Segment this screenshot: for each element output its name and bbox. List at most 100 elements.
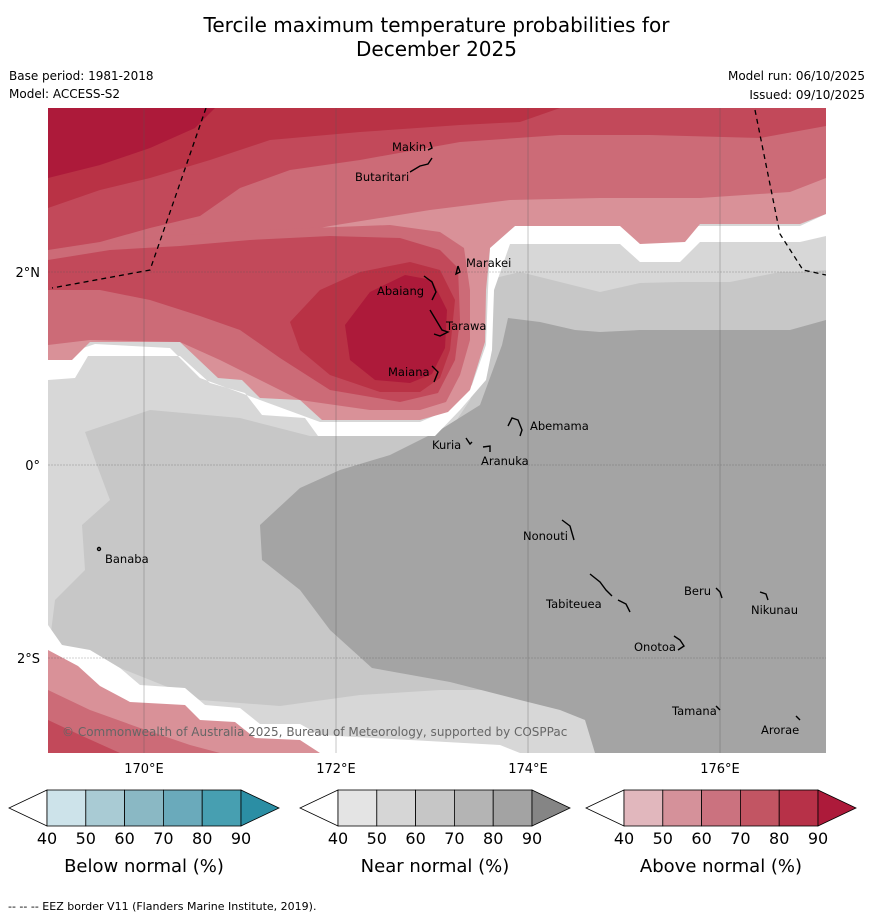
label-butaritari: Butaritari — [355, 170, 409, 184]
island-aranuka-shape — [482, 445, 491, 452]
colorbar-max-arrow — [531, 789, 571, 827]
colorbar-min-arrow — [8, 789, 48, 827]
label-banaba: Banaba — [105, 552, 149, 566]
title-line-1: Tercile maximum temperature probabilitie… — [203, 13, 670, 37]
axis-labels: 170°E 172°E 174°E 176°E 2°N 0° 2°S — [16, 266, 740, 777]
colorbar-segment — [623, 789, 664, 827]
colorbar-tick-label: 80 — [192, 829, 212, 848]
model-run: Model run: 06/10/2025 — [727, 69, 865, 83]
label-tabiteuea: Tabiteuea — [545, 597, 602, 611]
colorbar-segment — [201, 789, 242, 827]
colorbar-segment — [85, 789, 126, 827]
colorbar-segment — [453, 789, 494, 827]
label-abemama: Abemama — [530, 419, 589, 433]
island-makin-shape — [427, 141, 433, 151]
colorbar-tick-label: 60 — [691, 829, 711, 848]
islands — [96, 141, 801, 721]
lon-label-170: 170°E — [124, 762, 164, 777]
colorbar-above: 40 50 60 70 80 90 Above normal (%) — [585, 789, 857, 877]
eez-border — [51, 108, 826, 289]
colorbar-segment — [662, 789, 702, 827]
island-kuria-shape — [465, 437, 473, 446]
island-abaiang-shape — [423, 275, 437, 301]
colorbar-min-arrow — [299, 789, 339, 827]
map-panel: Makin Butaritari Marakei Abaiang Tarawa … — [48, 108, 826, 753]
colorbar-tick-label: 60 — [114, 829, 134, 848]
colorbar-tick-label: 90 — [231, 829, 251, 848]
colorbar-tick-label: 70 — [730, 829, 750, 848]
colorbar-segment — [492, 789, 533, 827]
model-name: Model: ACCESS-S2 — [9, 87, 121, 101]
island-abemama-shape — [507, 417, 523, 437]
island-nonouti-shape — [561, 519, 575, 541]
colorbar-tick-label: 80 — [483, 829, 503, 848]
label-tarawa: Tarawa — [445, 319, 486, 333]
island-banaba-shape — [96, 546, 102, 552]
lon-label-176: 176°E — [700, 762, 740, 777]
southwest-above-60 — [48, 690, 220, 753]
label-arorae: Arorae — [761, 723, 799, 737]
colorbar-tick-label: 40 — [37, 829, 57, 848]
copyright-notice: © Commonwealth of Australia 2025, Bureau… — [62, 725, 567, 739]
colorbar-tick-label: 40 — [614, 829, 634, 848]
lat-label-2n: 2°N — [16, 266, 41, 281]
island-labels: Makin Butaritari Marakei Abaiang Tarawa … — [105, 140, 799, 737]
island-onotoa-shape — [673, 635, 685, 651]
colorbar-tick-label: 50 — [653, 829, 673, 848]
label-aranuka: Aranuka — [481, 454, 529, 468]
lon-label-172: 172°E — [316, 762, 356, 777]
colorbar-segment — [778, 789, 819, 827]
colorbar-min-arrow — [585, 789, 625, 827]
colorbar-tick-label: 40 — [328, 829, 348, 848]
title-line-2: December 2025 — [356, 37, 517, 61]
island-arorae-shape — [795, 715, 801, 721]
colorbar-tick-label: 90 — [808, 829, 828, 848]
above-normal-90-region — [48, 108, 215, 178]
colorbar-tick-label: 50 — [76, 829, 96, 848]
colorbar-tick-label: 90 — [522, 829, 542, 848]
lat-label-2s: 2°S — [17, 652, 40, 667]
issued-date: Issued: 09/10/2025 — [749, 88, 865, 102]
label-makin: Makin — [392, 140, 426, 154]
colorbars: 40 50 60 70 80 90 Below normal (%) 40 50 60 70 80 90… — [8, 789, 857, 877]
above-normal-90-core — [345, 275, 447, 383]
colorbar-title: Near normal (%) — [361, 856, 510, 877]
island-nikunau-shape — [759, 591, 769, 601]
island-maiana-shape — [431, 365, 439, 383]
colorbar-tick-label: 70 — [153, 829, 173, 848]
colorbar-tick-label: 70 — [444, 829, 464, 848]
colorbar-max-arrow — [240, 789, 280, 827]
colorbar-below: 40 50 60 70 80 90 Below normal (%) — [8, 789, 280, 877]
colorbar-title: Above normal (%) — [640, 856, 802, 877]
label-tamana: Tamana — [671, 704, 717, 718]
colorbar-tick-label: 60 — [405, 829, 425, 848]
southwest-above-70 — [48, 720, 120, 753]
near-normal-gap-north — [48, 214, 826, 436]
label-kuria: Kuria — [432, 438, 461, 452]
graticule — [48, 108, 826, 753]
colorbar-segment — [376, 789, 416, 827]
colorbar-near: 40 50 60 70 80 90 Near normal (%) — [299, 789, 571, 877]
colorbar-segment — [162, 789, 203, 827]
label-nonouti: Nonouti — [523, 529, 568, 543]
label-marakei: Marakei — [466, 256, 511, 270]
near-normal-70-region — [260, 318, 826, 753]
label-beru: Beru — [684, 584, 711, 598]
colorbar-tick-label: 50 — [367, 829, 387, 848]
colorbar-segment — [701, 789, 741, 827]
lat-label-0: 0° — [25, 459, 40, 474]
colorbar-segment — [740, 789, 780, 827]
colorbar-segment — [337, 789, 378, 827]
island-marakei-shape — [454, 265, 461, 276]
base-period: Base period: 1981-2018 — [9, 69, 154, 83]
colorbar-segment — [46, 789, 87, 827]
label-abaiang: Abaiang — [377, 284, 424, 298]
island-tabiteuea-shape — [589, 573, 631, 613]
label-maiana: Maiana — [388, 365, 430, 379]
eez-legend-note: -- -- -- EEZ border V11 (Flanders Marine… — [8, 900, 317, 913]
colorbar-segment — [415, 789, 455, 827]
island-tamana-shape — [715, 705, 721, 711]
island-tarawa-shape — [429, 309, 450, 337]
colorbar-tick-label: 80 — [769, 829, 789, 848]
